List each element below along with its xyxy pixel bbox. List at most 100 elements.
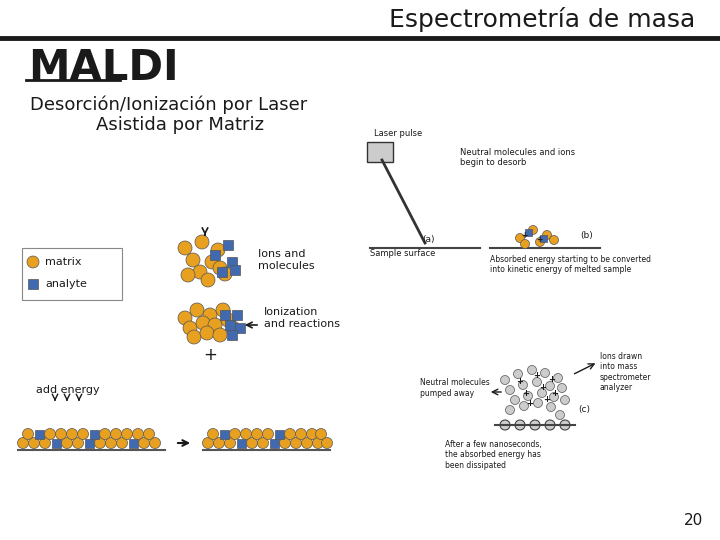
Circle shape	[500, 375, 510, 384]
Circle shape	[312, 437, 323, 449]
Text: (c): (c)	[578, 405, 590, 414]
Circle shape	[122, 429, 132, 440]
Circle shape	[251, 429, 263, 440]
Circle shape	[307, 429, 318, 440]
Circle shape	[538, 388, 546, 397]
Text: 20: 20	[684, 513, 703, 528]
Circle shape	[216, 303, 230, 317]
Circle shape	[546, 402, 556, 411]
Circle shape	[322, 437, 333, 449]
Circle shape	[246, 437, 258, 449]
Text: +: +	[526, 400, 534, 408]
Circle shape	[556, 410, 564, 420]
Circle shape	[73, 437, 84, 449]
Circle shape	[94, 437, 106, 449]
Circle shape	[226, 321, 240, 335]
Circle shape	[513, 369, 523, 379]
Circle shape	[225, 437, 235, 449]
Circle shape	[110, 429, 122, 440]
Circle shape	[138, 437, 150, 449]
Circle shape	[541, 368, 549, 377]
Bar	[22, 248, 122, 300]
Circle shape	[150, 437, 161, 449]
Circle shape	[78, 429, 89, 440]
Circle shape	[196, 316, 210, 330]
Circle shape	[523, 392, 533, 401]
Circle shape	[510, 395, 520, 404]
Bar	[89, 429, 99, 438]
Text: Neutral molecules and ions
begin to desorb: Neutral molecules and ions begin to deso…	[460, 148, 575, 167]
Circle shape	[549, 235, 559, 245]
Circle shape	[515, 420, 525, 430]
Circle shape	[516, 233, 524, 242]
Circle shape	[528, 226, 538, 234]
Circle shape	[213, 328, 227, 342]
Bar	[230, 265, 240, 275]
Circle shape	[190, 303, 204, 317]
Circle shape	[29, 437, 40, 449]
Circle shape	[284, 429, 295, 440]
Circle shape	[187, 330, 201, 344]
Bar	[227, 330, 237, 340]
Circle shape	[27, 256, 39, 268]
Bar	[223, 240, 233, 250]
Circle shape	[201, 273, 215, 287]
Circle shape	[99, 429, 110, 440]
Circle shape	[263, 429, 274, 440]
Circle shape	[55, 429, 66, 440]
Circle shape	[560, 395, 570, 404]
Circle shape	[181, 268, 195, 282]
Circle shape	[207, 429, 218, 440]
Text: Ionization
and reactions: Ionization and reactions	[264, 307, 340, 329]
Circle shape	[518, 381, 528, 389]
Circle shape	[545, 420, 555, 430]
Circle shape	[505, 386, 515, 395]
Circle shape	[213, 261, 227, 275]
Circle shape	[143, 429, 155, 440]
Circle shape	[554, 374, 562, 382]
Circle shape	[302, 437, 312, 449]
Text: After a few nanoseconds,
the absorbed energy has
been dissipated: After a few nanoseconds, the absorbed en…	[445, 440, 541, 470]
Bar	[128, 438, 138, 448]
Bar	[220, 310, 230, 320]
Bar	[35, 429, 43, 438]
Text: Espectrometría de masa: Espectrometría de masa	[389, 8, 695, 32]
Circle shape	[205, 255, 219, 269]
FancyBboxPatch shape	[367, 142, 393, 162]
Circle shape	[230, 429, 240, 440]
Circle shape	[40, 437, 50, 449]
Text: +: +	[516, 377, 523, 387]
Bar	[539, 234, 546, 241]
Circle shape	[557, 383, 567, 393]
Text: +: +	[203, 346, 217, 364]
Text: +: +	[549, 375, 556, 384]
Text: Neutral molecules
pumped away: Neutral molecules pumped away	[420, 379, 490, 397]
Text: (b): (b)	[580, 231, 593, 240]
Bar	[28, 279, 38, 289]
Bar	[274, 429, 284, 438]
Circle shape	[132, 429, 143, 440]
Text: +: +	[552, 388, 559, 397]
Circle shape	[290, 437, 302, 449]
Circle shape	[520, 402, 528, 410]
Bar	[225, 320, 235, 330]
Circle shape	[533, 377, 541, 387]
Text: Desorción/Ionización por Laser
    Asistida por Matriz: Desorción/Ionización por Laser Asistida …	[30, 95, 307, 134]
Circle shape	[186, 253, 200, 267]
Text: +: +	[536, 235, 542, 245]
Text: +: +	[539, 383, 546, 393]
Text: (a): (a)	[422, 235, 434, 244]
Circle shape	[221, 313, 235, 327]
Circle shape	[546, 381, 554, 390]
Bar	[217, 267, 227, 277]
Circle shape	[200, 326, 214, 340]
Circle shape	[211, 243, 225, 257]
Circle shape	[178, 311, 192, 325]
Circle shape	[183, 321, 197, 335]
Bar	[235, 323, 245, 333]
Circle shape	[106, 437, 117, 449]
Circle shape	[534, 399, 542, 408]
Circle shape	[208, 318, 222, 332]
Bar	[210, 250, 220, 260]
Circle shape	[530, 420, 540, 430]
